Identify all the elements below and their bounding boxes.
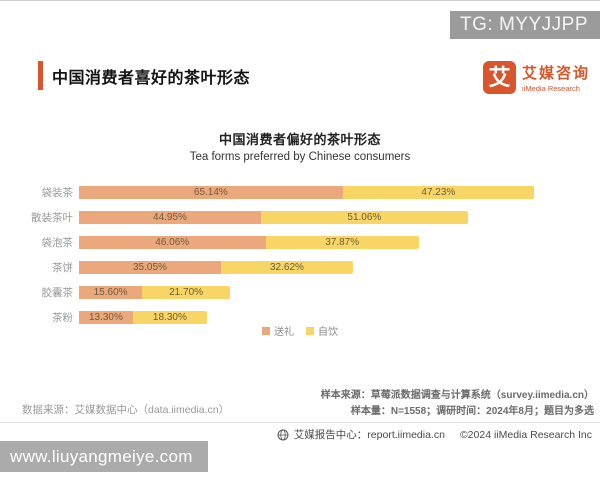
footer-divider (0, 422, 600, 423)
tg-badge: TG: MYYJJPP (450, 11, 600, 39)
bar-segment-自饮: 18.30% (132, 311, 207, 324)
bar-segment-送礼: 44.95% (79, 211, 261, 224)
category-label: 茶粉 (52, 312, 73, 324)
category-label: 胶囊茶 (41, 287, 74, 299)
chart-row-5: 胶囊茶 15.60% 21.70% (0, 280, 600, 305)
report-center-line: 艾媒报告中心：report.iimedia.cn ©2024 iiMedia R… (277, 427, 592, 442)
chart-row-2: 散装茶叶 44.95% 51.06% (0, 205, 600, 230)
chart-row-4: 茶饼 35.05% 32.62% (0, 255, 600, 280)
iimedia-logo-text: 艾媒咨询 iiMedia Research (522, 62, 590, 93)
bar-segment-自饮: 32.62% (220, 261, 353, 274)
bar-segment-自饮: 21.70% (142, 286, 231, 299)
bar-track: 65.14% 47.23% (79, 186, 534, 199)
legend-swatch (262, 326, 270, 335)
bar-segment-送礼: 46.06% (79, 236, 266, 249)
sample-source-line: 样本来源：草莓派数据调查与计算系统（survey.iimedia.cn） (320, 390, 594, 401)
watermark-url: www.liuyangmeiye.com (0, 441, 208, 472)
iimedia-logo-icon: 艾 (482, 61, 516, 94)
data-source-note: 数据来源：艾媒数据中心（data.iimedia.cn） (22, 404, 230, 416)
category-label: 散装茶叶 (31, 212, 73, 224)
chart-row-1: 袋装茶 65.14% 47.23% (0, 180, 600, 205)
bar-track: 13.30% 18.30% (79, 311, 534, 324)
bar-segment-自饮: 47.23% (342, 186, 534, 199)
bar-track: 35.05% 32.62% (79, 261, 534, 274)
logo-name-en: iiMedia Research (521, 84, 580, 93)
bar-segment-送礼: 65.14% (79, 186, 343, 199)
title-accent-bar (38, 61, 43, 90)
logo-name-cn: 艾媒咨询 (521, 65, 590, 82)
chart-title: 中国消费者偏好的茶叶形态 (218, 132, 381, 147)
chart-rows: 袋装茶 65.14% 47.23% 散装茶叶 44.95% 51.06% 袋泡茶 46.06%… (0, 180, 600, 330)
bar-track: 15.60% 21.70% (79, 286, 534, 299)
chart-legend: 送礼 自饮 (0, 323, 600, 338)
bar-track: 46.06% 37.87% (79, 236, 534, 249)
bar-segment-送礼: 35.05% (79, 261, 221, 274)
category-label: 袋泡茶 (41, 237, 74, 249)
legend-label: 自饮 (318, 327, 338, 338)
page-title: 中国消费者喜好的茶叶形态 (52, 69, 251, 87)
sample-info-block: 样本来源：草莓派数据调查与计算系统（survey.iimedia.cn） 样本量… (321, 388, 594, 420)
legend-item-自饮: 自饮 (306, 323, 338, 338)
bar-segment-自饮: 51.06% (261, 211, 468, 224)
bar-segment-送礼: 13.30% (79, 311, 133, 324)
bar-segment-送礼: 15.60% (79, 286, 143, 299)
bar-track: 44.95% 51.06% (79, 211, 534, 224)
category-label: 茶饼 (52, 262, 73, 274)
category-label: 袋装茶 (41, 187, 74, 199)
sample-detail-line: 样本量：N=1558；调研时间：2024年8月；题目为多选 (350, 406, 594, 417)
report-center-url: 艾媒报告中心：report.iimedia.cn (293, 429, 445, 441)
chart-row-6: 茶粉 13.30% 18.30% (0, 305, 600, 330)
globe-icon (277, 429, 289, 440)
chart-row-3: 袋泡茶 46.06% 37.87% (0, 230, 600, 255)
iimedia-logo: 艾 艾媒咨询 iiMedia Research (482, 61, 590, 94)
legend-item-送礼: 送礼 (262, 323, 294, 338)
report-header: 中国消费者喜好的茶叶形态 (38, 61, 250, 90)
chart-subtitle: Tea forms preferred by Chinese consumers (189, 151, 411, 163)
bar-segment-自饮: 37.87% (265, 236, 419, 249)
legend-label: 送礼 (274, 327, 294, 338)
copyright-text: ©2024 iiMedia Research Inc (459, 428, 592, 441)
legend-swatch (306, 326, 314, 335)
